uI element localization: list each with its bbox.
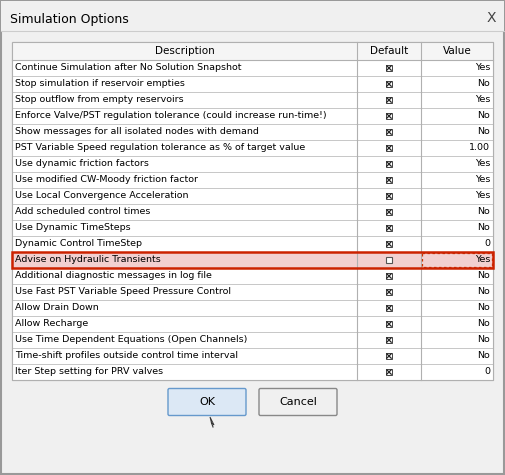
Bar xyxy=(1,1,504,31)
Text: Additional diagnostic messages in log file: Additional diagnostic messages in log fi… xyxy=(15,272,212,281)
Bar xyxy=(386,113,392,119)
Bar xyxy=(386,97,392,103)
Bar xyxy=(386,177,392,183)
Text: Use Local Convergence Acceleration: Use Local Convergence Acceleration xyxy=(15,191,188,200)
Text: No: No xyxy=(477,304,490,313)
Bar xyxy=(12,300,493,316)
Text: Add scheduled control times: Add scheduled control times xyxy=(15,208,150,217)
Text: No: No xyxy=(477,287,490,296)
Text: No: No xyxy=(477,320,490,329)
Bar xyxy=(12,156,493,172)
Text: No: No xyxy=(477,208,490,217)
Text: Use Dynamic TimeSteps: Use Dynamic TimeSteps xyxy=(15,224,131,232)
Text: No: No xyxy=(477,79,490,88)
Bar xyxy=(386,369,392,375)
Bar xyxy=(386,193,392,199)
Bar xyxy=(12,140,493,156)
Text: Allow Recharge: Allow Recharge xyxy=(15,320,88,329)
Text: PST Variable Speed regulation tolerance as % of target value: PST Variable Speed regulation tolerance … xyxy=(15,143,305,152)
Text: Yes: Yes xyxy=(475,160,490,169)
Bar xyxy=(12,204,493,220)
Text: Use Time Dependent Equations (Open Channels): Use Time Dependent Equations (Open Chann… xyxy=(15,335,247,344)
Bar xyxy=(386,161,392,167)
Bar xyxy=(386,321,392,327)
Bar xyxy=(386,289,392,295)
Bar xyxy=(12,220,493,236)
Text: No: No xyxy=(477,127,490,136)
Bar xyxy=(12,172,493,188)
Text: Stop outflow from empty reservoirs: Stop outflow from empty reservoirs xyxy=(15,95,184,104)
Bar xyxy=(12,92,493,108)
Bar xyxy=(386,257,392,263)
Bar xyxy=(12,76,493,92)
Bar xyxy=(12,42,493,380)
Bar xyxy=(386,353,392,359)
Bar xyxy=(12,348,493,364)
Bar xyxy=(386,305,392,311)
Bar xyxy=(386,337,392,343)
Text: Simulation Options: Simulation Options xyxy=(10,13,129,27)
Text: Yes: Yes xyxy=(475,175,490,184)
Text: 1.00: 1.00 xyxy=(469,143,490,152)
Text: No: No xyxy=(477,352,490,361)
Text: 0: 0 xyxy=(484,368,490,377)
Text: Show messages for all isolated nodes with demand: Show messages for all isolated nodes wit… xyxy=(15,127,259,136)
Text: Default: Default xyxy=(370,46,408,56)
Text: Stop simulation if reservoir empties: Stop simulation if reservoir empties xyxy=(15,79,185,88)
Bar xyxy=(12,284,493,300)
Bar xyxy=(12,252,493,268)
Polygon shape xyxy=(210,417,214,425)
Text: No: No xyxy=(477,272,490,281)
Bar xyxy=(12,60,493,76)
Bar xyxy=(386,225,392,231)
Bar xyxy=(12,316,493,332)
Bar xyxy=(12,42,493,60)
Text: Allow Drain Down: Allow Drain Down xyxy=(15,304,99,313)
Bar xyxy=(12,252,493,268)
Text: Value: Value xyxy=(442,46,471,56)
Bar xyxy=(386,241,392,247)
Text: Dynamic Control TimeStep: Dynamic Control TimeStep xyxy=(15,239,142,248)
Text: Cancel: Cancel xyxy=(279,397,317,407)
Text: Use modified CW-Moody friction factor: Use modified CW-Moody friction factor xyxy=(15,175,198,184)
Text: Iter Step setting for PRV valves: Iter Step setting for PRV valves xyxy=(15,368,163,377)
Bar xyxy=(386,129,392,135)
Text: No: No xyxy=(477,335,490,344)
FancyBboxPatch shape xyxy=(259,389,337,416)
Text: OK: OK xyxy=(199,397,215,407)
Text: No: No xyxy=(477,224,490,232)
Bar xyxy=(12,124,493,140)
Text: No: No xyxy=(477,112,490,121)
Text: Description: Description xyxy=(155,46,215,56)
Text: Yes: Yes xyxy=(475,191,490,200)
Bar xyxy=(386,209,392,215)
Text: 0: 0 xyxy=(484,239,490,248)
Bar xyxy=(12,332,493,348)
Bar xyxy=(12,364,493,380)
Bar xyxy=(386,65,392,71)
Text: Yes: Yes xyxy=(475,95,490,104)
Text: Use dynamic friction factors: Use dynamic friction factors xyxy=(15,160,149,169)
Text: Advise on Hydraulic Transients: Advise on Hydraulic Transients xyxy=(15,256,161,265)
Bar xyxy=(12,188,493,204)
Text: Enforce Valve/PST regulation tolerance (could increase run-time!): Enforce Valve/PST regulation tolerance (… xyxy=(15,112,327,121)
Bar xyxy=(12,236,493,252)
FancyBboxPatch shape xyxy=(168,389,246,416)
Text: Time-shift profiles outside control time interval: Time-shift profiles outside control time… xyxy=(15,352,238,361)
Text: Yes: Yes xyxy=(475,64,490,73)
Text: Continue Simulation after No Solution Snapshot: Continue Simulation after No Solution Sn… xyxy=(15,64,241,73)
Bar xyxy=(386,273,392,279)
Bar xyxy=(386,81,392,87)
Text: Use Fast PST Variable Speed Pressure Control: Use Fast PST Variable Speed Pressure Con… xyxy=(15,287,231,296)
Text: X: X xyxy=(486,11,496,25)
Bar xyxy=(422,253,492,267)
Bar xyxy=(12,268,493,284)
Text: Yes: Yes xyxy=(475,256,490,265)
Bar xyxy=(12,42,493,380)
Bar xyxy=(386,145,392,151)
Bar xyxy=(12,108,493,124)
